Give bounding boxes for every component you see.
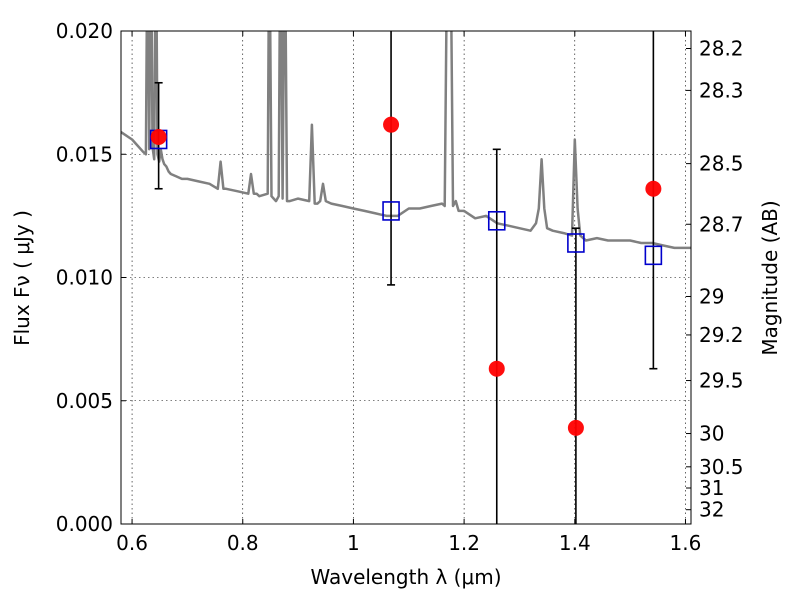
y-axis-right-label: Magnitude (AB) [758,200,782,355]
observed-point [645,180,662,197]
y-axis-left: 0.000 0.005 0.010 0.015 0.020 [56,19,126,536]
right-tick-label: 31 [699,476,724,500]
error-bars [154,31,658,524]
model-photometry-squares [149,129,663,266]
observed-flux-points [150,116,662,436]
y-tick-label: 0.005 [56,389,113,413]
model-square [487,211,506,231]
right-tick-label: 28.3 [699,78,744,102]
model-square [567,233,585,253]
x-tick-label: 0.8 [227,531,259,555]
spectrum-line [121,31,691,250]
observed-point [383,116,400,133]
model-square [644,245,663,266]
x-axis-label: Wavelength λ (μm) [310,565,501,589]
x-axis: 0.6 0.8 1 1.2 1.4 1.6 [116,31,701,555]
observed-point [488,360,505,377]
right-tick-label: 29.2 [699,323,744,347]
observed-point [567,419,584,436]
right-tick-label: 32 [699,498,724,522]
x-tick-label: 1 [347,531,360,555]
right-tick-label: 28.2 [699,37,744,61]
x-tick-label: 1.2 [448,531,480,555]
right-tick-label: 29.5 [699,369,744,393]
y-tick-label: 0.010 [56,266,113,290]
observed-point [150,128,167,145]
right-tick-label: 29 [699,284,724,308]
y-tick-label: 0.020 [56,19,113,43]
y-axis-label: Flux Fν ( μJy ) [10,210,34,346]
x-tick-label: 1.6 [670,531,702,555]
right-tick-label: 28.7 [699,212,744,236]
right-tick-label: 30 [699,422,724,446]
y-tick-label: 0.000 [56,512,113,536]
right-tick-label: 28.5 [699,152,744,176]
model-square [382,201,400,221]
x-tick-label: 1.4 [559,531,591,555]
model-spectrum [121,31,691,250]
right-tick-label: 30.5 [699,455,744,479]
y-tick-label: 0.015 [56,142,113,166]
grid [121,30,691,525]
x-tick-label: 0.6 [116,531,148,555]
